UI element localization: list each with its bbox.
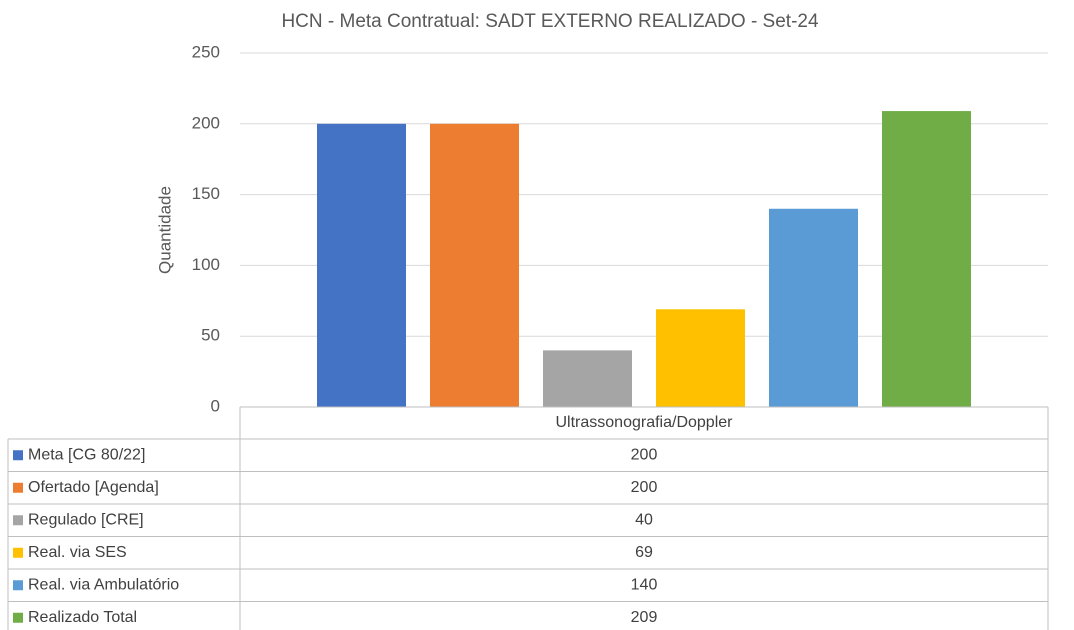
legend-swatch [13, 580, 23, 591]
legend-label: Meta [CG 80/22] [28, 446, 145, 463]
y-tick-label: 0 [211, 396, 220, 415]
table-value: 140 [631, 576, 658, 593]
legend-swatch [13, 547, 23, 558]
legend-swatch [13, 482, 23, 493]
y-axis-title: Quantidade [155, 186, 174, 274]
bar [317, 123, 406, 408]
legend-swatch [13, 612, 23, 623]
chart-title: HCN - Meta Contratual: SADT EXTERNO REAL… [281, 11, 819, 32]
bar [656, 309, 745, 407]
legend-label: Ofertado [Agenda] [28, 479, 159, 496]
legend-label: Realizado Total [28, 609, 137, 626]
y-tick-label: 100 [192, 255, 220, 274]
bar [430, 123, 519, 408]
legend-label: Real. via SES [28, 544, 127, 561]
y-tick-label: 250 [192, 42, 220, 61]
table-value: 200 [631, 446, 658, 463]
table-value: 69 [635, 544, 653, 561]
y-tick-label: 200 [192, 113, 220, 132]
bar [882, 111, 971, 407]
legend-label: Regulado [CRE] [28, 511, 144, 528]
y-tick-label: 150 [192, 184, 220, 203]
legend-label: Real. via Ambulatório [28, 576, 179, 593]
table-value: 40 [635, 511, 653, 528]
legend-swatch [13, 515, 23, 526]
bar [543, 350, 632, 407]
legend-swatch [13, 450, 23, 461]
table-header: Ultrassonografia/Doppler [556, 414, 734, 431]
table-value: 200 [631, 479, 658, 496]
y-tick-label: 50 [201, 326, 220, 345]
bar [769, 208, 858, 407]
table-value: 209 [631, 609, 658, 626]
